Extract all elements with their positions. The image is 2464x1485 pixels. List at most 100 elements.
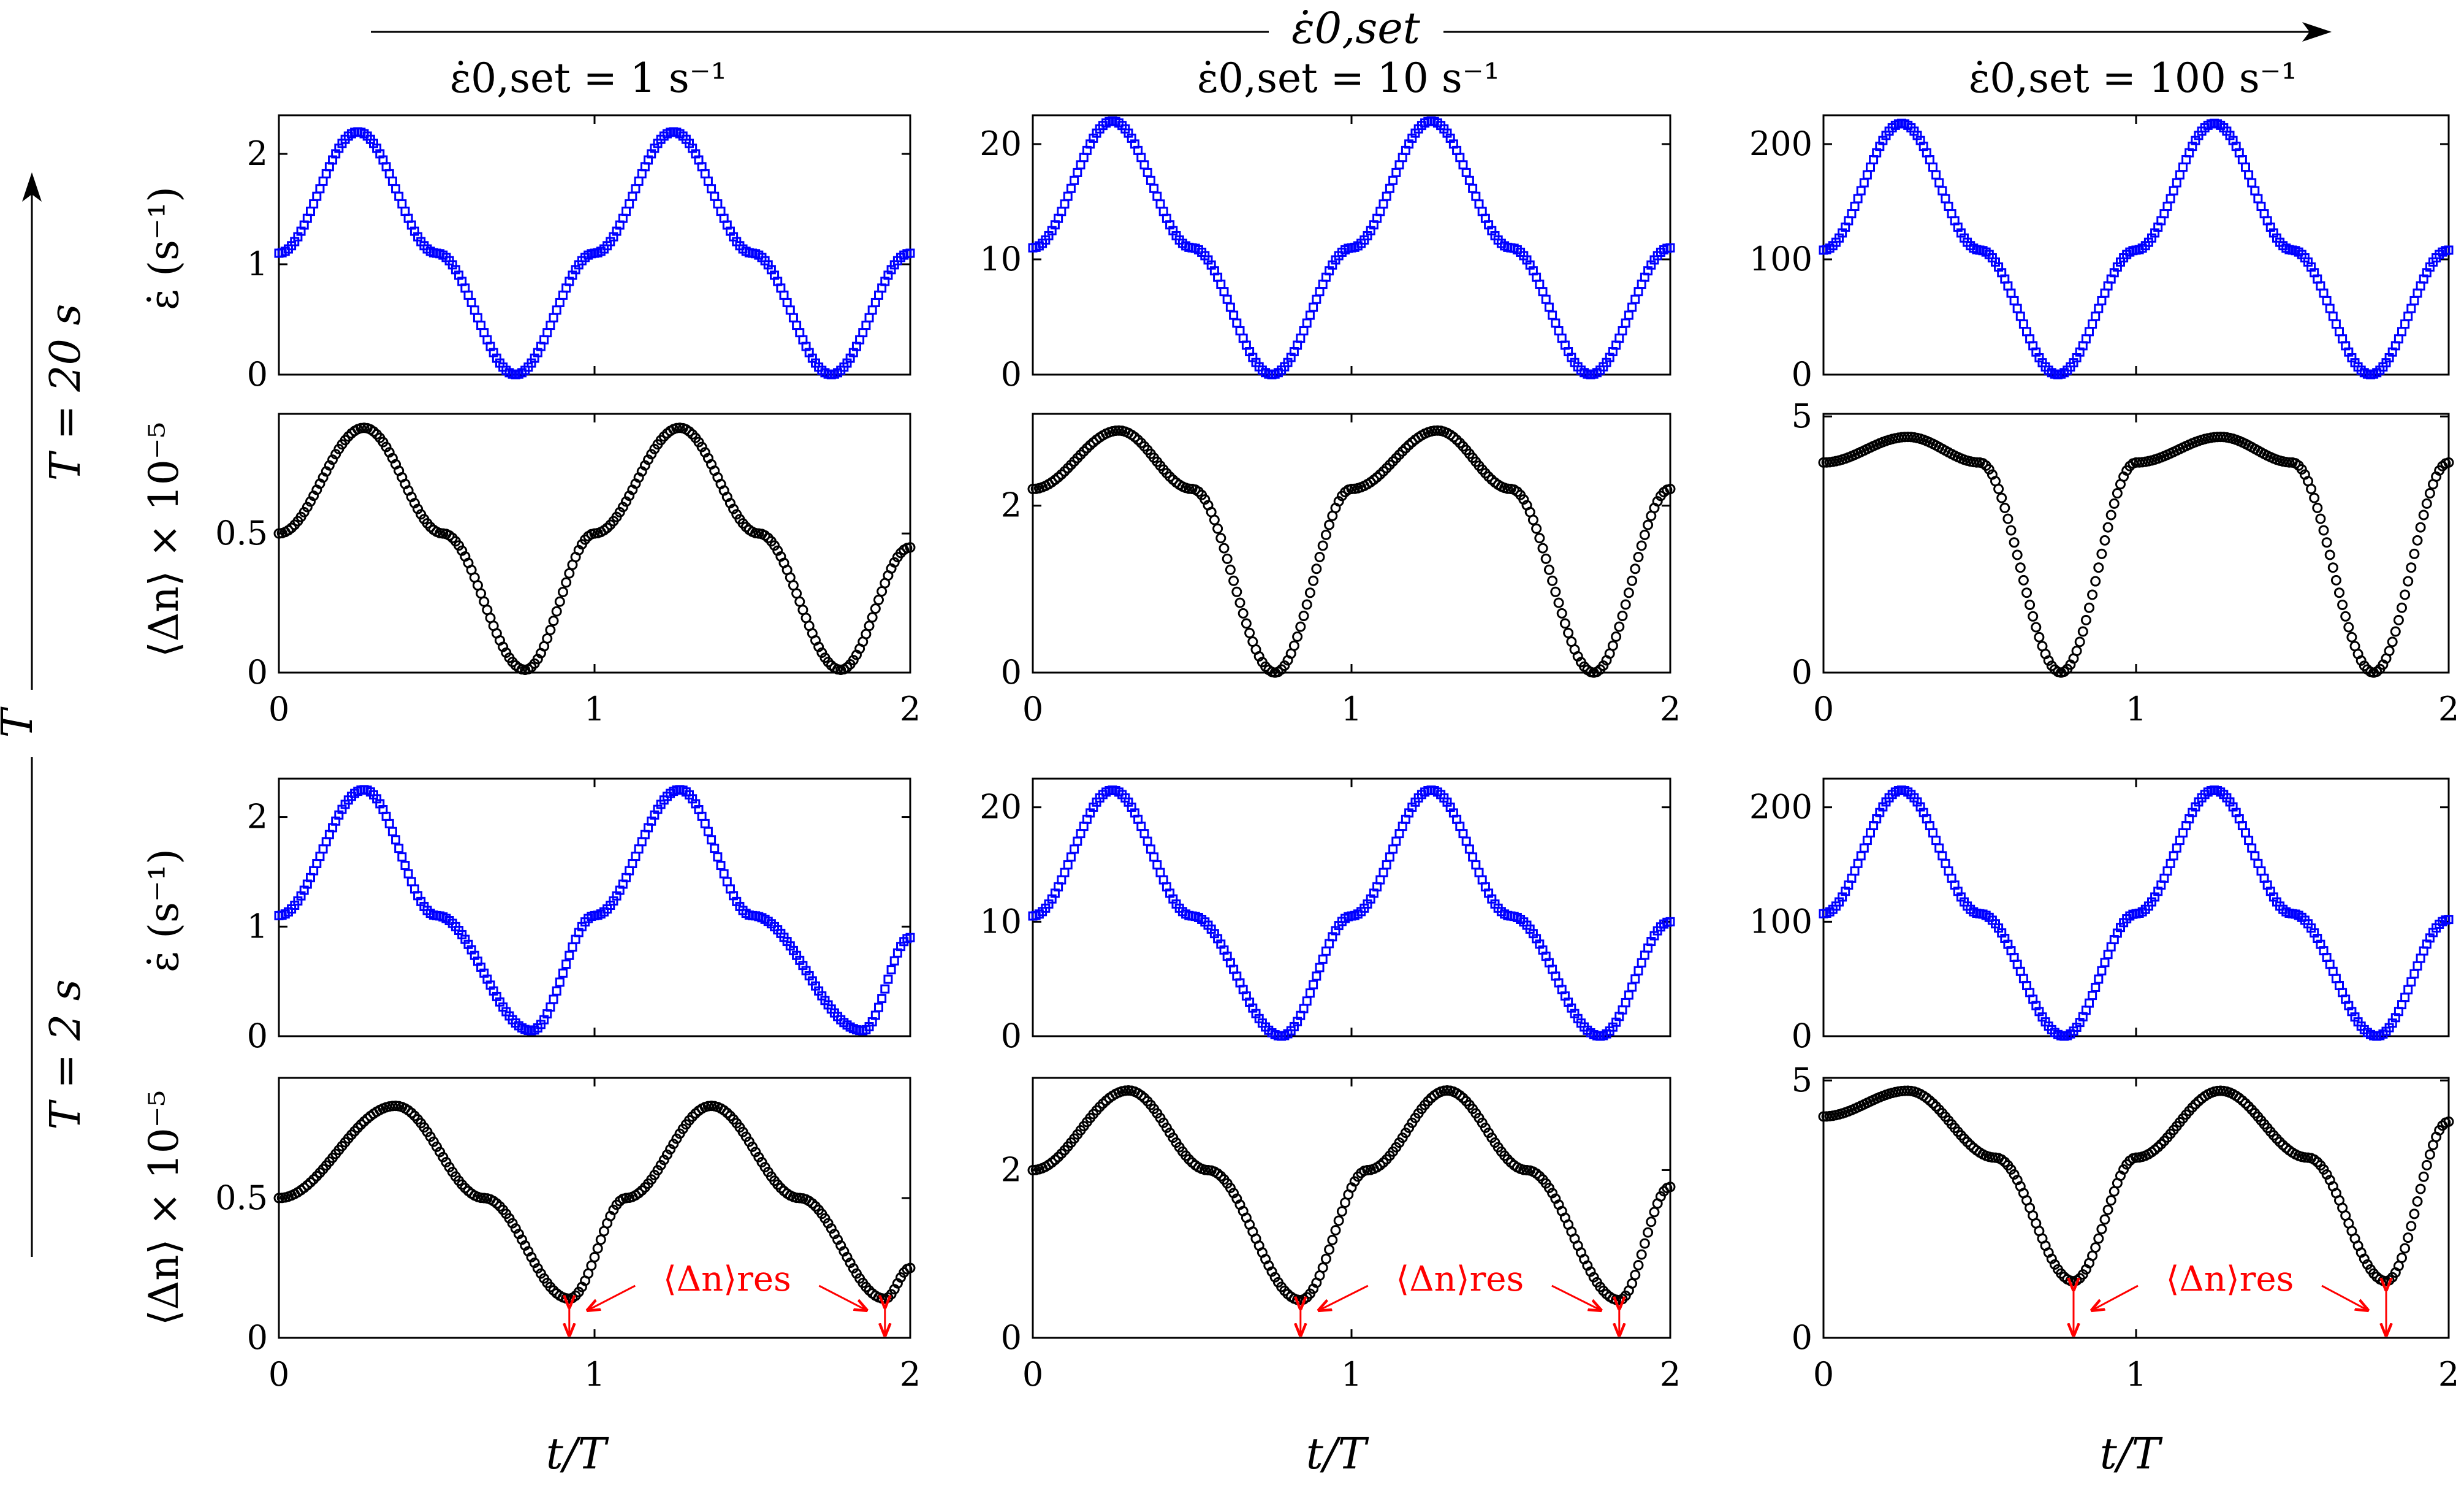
column-title-1: ε̇0,set = 1 s⁻¹ (450, 55, 727, 102)
y-tick-label: 2 (247, 798, 268, 836)
data-point (2247, 178, 2257, 188)
data-point (1928, 162, 1937, 172)
data-point (1215, 533, 1226, 544)
data-point (2002, 513, 2013, 524)
data-point (750, 1147, 761, 1158)
data-point (1302, 318, 1312, 328)
data-point (1937, 851, 1947, 861)
data-point (905, 542, 916, 553)
y-tick-label: 100 (1749, 240, 1812, 278)
data-point (1633, 1259, 1644, 1270)
data-point (1146, 844, 1155, 854)
y-tick-label: 0 (1001, 1017, 1022, 1055)
data-point (397, 199, 407, 209)
data-point (1527, 514, 1538, 525)
data-point (2415, 1183, 2426, 1194)
data-point (823, 1218, 834, 1229)
data-point (589, 1251, 600, 1262)
data-point (2088, 319, 2097, 329)
x-tick-label: 2 (1660, 1355, 1681, 1394)
data-point (1643, 1227, 1654, 1238)
data-point (2169, 186, 2178, 196)
data-point (2240, 1098, 2251, 1109)
data-point (1302, 996, 1312, 1006)
data-point (1222, 553, 1233, 564)
data-point (2424, 1149, 2435, 1160)
xlabel-col2: t/T (1306, 1429, 1369, 1479)
data-point (1646, 1216, 1657, 1227)
data-point (2166, 194, 2175, 204)
data-point (696, 441, 707, 452)
y-tick-label: 5 (1792, 1061, 1812, 1099)
data-point (1388, 844, 1398, 854)
data-point (2340, 611, 2351, 622)
data-point (877, 994, 887, 1004)
data-point (2397, 327, 2406, 337)
data-point (1269, 1272, 1280, 1283)
data-point (2393, 614, 2404, 625)
data-point (1931, 836, 1941, 846)
data-point (2321, 537, 2332, 548)
data-point (2400, 319, 2410, 329)
data-point (1856, 851, 1866, 861)
axes-box (278, 114, 911, 376)
data-point (1944, 866, 1953, 876)
data-point (554, 596, 565, 607)
data-point (1241, 618, 1252, 629)
data-point (1502, 1154, 1513, 1165)
data-point (1853, 858, 1863, 868)
data-point (1627, 302, 1637, 312)
data-point (1378, 868, 1388, 877)
residual-pointer (1551, 1285, 1601, 1310)
data-point (2324, 549, 2335, 560)
data-point (719, 869, 729, 879)
data-point (2018, 319, 2028, 329)
panel-1: 0 1 2 (247, 114, 915, 394)
data-point (568, 942, 577, 952)
data-point (1394, 829, 1404, 839)
y-tick-label: 2 (1001, 1150, 1022, 1189)
data-point (1665, 1182, 1676, 1193)
residual-pointer (2321, 1285, 2368, 1310)
data-point (1333, 1215, 1344, 1226)
data-point (668, 1139, 679, 1150)
data-point (2335, 327, 2344, 337)
data-point (2244, 836, 2254, 846)
data-point (2346, 632, 2357, 643)
data-point (1143, 167, 1152, 177)
data-point (1999, 502, 2010, 513)
data-point (1219, 543, 1230, 554)
data-point (2406, 1221, 2417, 1232)
data-point (532, 1263, 543, 1274)
data-point (2175, 170, 2185, 180)
xlabel-col3: t/T (2100, 1429, 2163, 1479)
data-point (387, 826, 397, 836)
residual-annotation-2: ⟨Δn⟩res (1301, 1259, 1619, 1335)
data-point (1321, 946, 1331, 956)
x-tick-label: 1 (1341, 690, 1362, 728)
data-point (2043, 655, 2054, 666)
data-point (2094, 974, 2104, 984)
data-point (2296, 464, 2307, 475)
data-point (1649, 1207, 1660, 1218)
data-point (315, 852, 325, 861)
data-point (1378, 199, 1388, 209)
data-point (1063, 860, 1073, 870)
data-point (2015, 311, 2025, 321)
data-point (1244, 627, 1255, 638)
data-point (1862, 836, 1872, 846)
data-point (1152, 191, 1162, 201)
data-point (2409, 548, 2420, 559)
data-point (479, 596, 490, 607)
data-point (1665, 917, 1675, 926)
data-point (1665, 243, 1675, 253)
data-point (1474, 199, 1484, 209)
data-point (1588, 1272, 1599, 1283)
data-point (2343, 622, 2354, 633)
x-tick-label: 2 (2438, 690, 2459, 728)
data-point (743, 1136, 755, 1147)
data-point (476, 588, 487, 599)
data-point (2421, 1159, 2432, 1170)
data-point (2085, 327, 2094, 337)
